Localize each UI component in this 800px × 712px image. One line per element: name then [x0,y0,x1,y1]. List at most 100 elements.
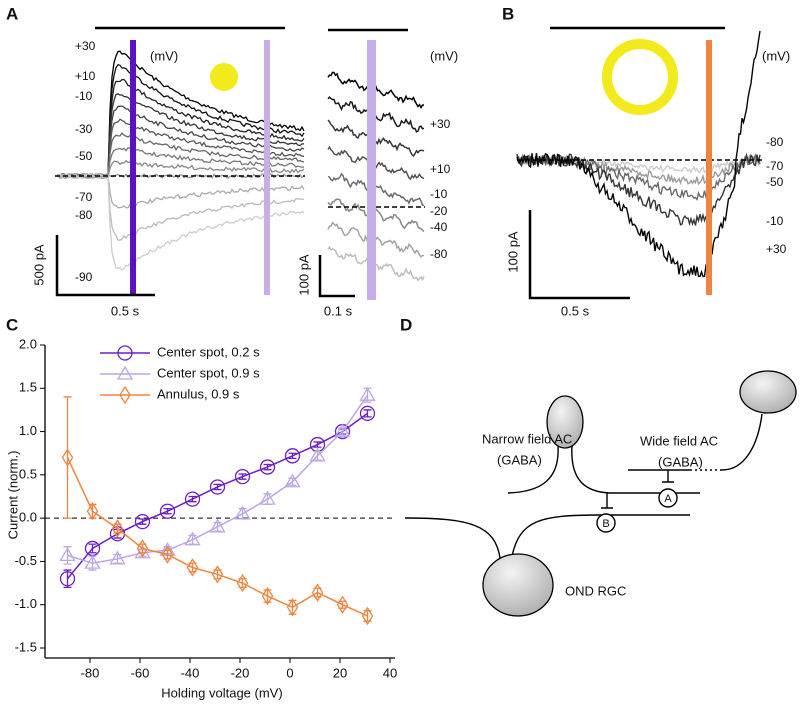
scale-bar [55,235,155,297]
circuit-diagram [404,413,763,559]
voltage-label: -90 [75,270,93,284]
y-tick-label: -0.5 [15,553,37,568]
marker [259,490,276,505]
legend-marker [119,385,131,405]
marker [236,573,249,593]
marker [234,468,251,485]
ac-soma [739,370,797,414]
scale-label: 100 pA [505,231,520,273]
voltage-label: -70 [75,190,93,204]
y-tick-label: 0.5 [19,466,37,481]
error-bar [263,463,272,471]
voltage-label: -30 [75,122,93,136]
scale-label: 0.5 s [111,303,140,318]
marker [284,473,301,488]
x-tick-label: -40 [181,665,200,680]
error-bar [313,450,322,461]
error-bar [63,569,72,589]
marker [209,518,226,533]
trace [57,173,305,271]
ac-process [721,413,763,471]
synapse-marker [658,488,678,508]
error-bar [163,507,172,515]
dendrite [511,514,690,557]
marker [161,545,174,564]
marker [211,565,224,584]
cell-label: Wide field AC [640,433,718,448]
marker [234,505,251,520]
synapse [601,493,613,509]
trace [516,30,761,278]
panel-label: A [6,4,18,23]
y-axis-label: Current (norm.) [5,451,20,540]
error-bar [288,452,297,460]
marker [159,503,176,519]
legend-marker [116,365,134,380]
voltage-label: +30 [430,117,451,131]
x-tick-label: 0 [286,665,293,680]
unit-label: (mV) [762,48,790,63]
marker [134,513,151,530]
marker [286,598,299,617]
voltage-label: -10 [766,214,784,228]
marker [59,547,76,562]
error-bar [238,507,247,520]
time-marker [367,40,376,300]
error-bar [313,441,322,448]
marker [136,539,149,558]
voltage-label: -70 [766,159,784,173]
marker [184,491,201,507]
error-bar [63,396,72,519]
voltage-label: -80 [75,208,93,222]
x-tick-label: -60 [131,665,150,680]
legend-label: Center spot, 0.9 s [157,365,260,380]
spot-stimulus [210,63,238,91]
marker [186,558,199,577]
error-bar [263,589,272,603]
x-tick-label: 20 [333,665,347,680]
voltage-label: -40 [430,220,448,234]
panel-label: D [400,315,412,334]
voltage-label: -20 [430,204,448,218]
error-bar [88,543,97,554]
voltage-label: +30 [766,242,787,256]
error-bar [188,495,197,503]
scale-label: 100 pA [296,254,311,296]
scale-bar [528,210,630,300]
marker [309,447,326,462]
cell-label: (GABA) [658,454,703,469]
voltage-label: -50 [766,175,784,189]
error-bar [363,610,372,622]
marker [261,586,274,606]
voltage-label: -80 [766,135,784,149]
legend-marker [117,345,133,361]
marker [284,448,301,464]
scale-bar [318,255,355,298]
scale-label: 0.5 s [561,303,590,318]
ac-soma [546,395,584,449]
voltage-label: -10 [75,89,93,103]
error-bar [213,521,222,532]
series-line [66,412,368,580]
traces [55,30,765,282]
synapse [662,470,674,483]
x-axis-label: Holding voltage (mV) [161,685,282,700]
annulus-stimulus [602,39,678,115]
error-bar [113,553,122,564]
time-marker [264,40,270,295]
synapse-label: B [602,518,609,530]
marker [59,571,76,587]
time-marker [706,40,712,295]
y-tick-label: -1.0 [15,596,37,611]
error-bar [363,409,372,418]
trace [57,173,305,241]
marker [184,531,201,546]
time-marker [130,40,136,295]
synapse-marker [596,513,616,533]
x-tick-label: -20 [231,665,250,680]
legend-label: Annulus, 0.9 s [157,386,240,401]
unit-label: (mV) [150,48,178,63]
y-tick-label: 1.0 [19,423,37,438]
x-tick-label: 40 [383,665,397,680]
y-tick-label: 1.5 [19,380,37,395]
